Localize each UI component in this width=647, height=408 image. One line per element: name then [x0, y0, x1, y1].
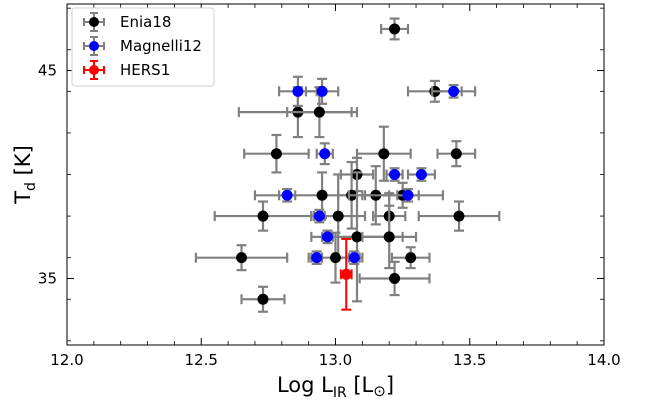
point-marker	[378, 148, 390, 160]
point-marker	[389, 272, 401, 284]
x-tick-label: 12.5	[185, 351, 218, 369]
point-marker	[313, 106, 325, 118]
data-point	[417, 200, 501, 232]
y-tick-label: 35	[38, 269, 57, 287]
axis-ticks: 12.0 12.5 13.0 13.5 14.0 35 45	[38, 4, 621, 369]
data-point	[385, 167, 404, 182]
data-point	[358, 260, 431, 297]
data-point	[278, 187, 297, 203]
data-point	[390, 246, 431, 270]
point-marker	[332, 210, 344, 222]
point-marker	[330, 252, 341, 264]
point-marker	[257, 293, 269, 305]
point-marker	[453, 210, 465, 222]
legend-item-magnelli12: Magnelli12	[83, 36, 202, 56]
point-marker	[313, 210, 325, 222]
point-marker	[316, 85, 328, 97]
point-marker	[450, 148, 462, 160]
legend-item-enia18: Enia18	[83, 12, 171, 32]
data-point	[380, 17, 410, 41]
data-point	[304, 77, 340, 105]
point-marker	[415, 169, 427, 180]
point-marker	[389, 169, 401, 180]
point-marker	[319, 148, 331, 160]
series-magnelli12	[278, 75, 477, 266]
data-point	[310, 250, 324, 266]
legend-frame	[71, 7, 215, 87]
data-series	[194, 17, 501, 313]
point-marker	[292, 85, 304, 97]
legend-marker	[89, 65, 99, 75]
x-tick-label: 13.5	[453, 351, 486, 369]
data-point	[320, 229, 334, 245]
y-tick-label: 45	[38, 62, 57, 80]
point-marker	[351, 231, 363, 243]
data-point	[312, 208, 326, 224]
point-marker	[236, 252, 248, 264]
point-marker	[257, 210, 269, 222]
data-point	[310, 173, 367, 259]
data-point	[431, 83, 477, 99]
point-marker	[389, 23, 401, 35]
point-marker	[402, 189, 414, 201]
point-marker	[270, 148, 282, 160]
data-point	[339, 237, 353, 311]
data-point	[347, 250, 361, 266]
point-marker	[316, 189, 328, 201]
legend-marker	[89, 41, 99, 51]
x-tick-label: 14.0	[587, 351, 620, 369]
legend: Enia18 Magnelli12 HERS1	[71, 7, 215, 87]
data-point	[243, 133, 310, 174]
series-enia18	[194, 17, 501, 313]
legend-label: Magnelli12	[120, 37, 202, 55]
data-point	[240, 285, 286, 313]
legend-label: Enia18	[120, 13, 171, 31]
point-marker	[405, 252, 417, 264]
x-axis-label: Log LIR [L⊙]	[277, 373, 394, 401]
point-marker	[348, 252, 360, 264]
data-point	[436, 140, 477, 168]
data-point	[396, 187, 420, 203]
legend-item-hers1: HERS1	[83, 60, 170, 80]
data-point	[213, 200, 313, 232]
point-marker	[281, 189, 293, 201]
point-marker	[383, 231, 395, 243]
point-marker	[448, 85, 460, 97]
point-marker	[321, 231, 333, 243]
legend-marker	[89, 17, 99, 27]
y-axis-label: Td [K]	[11, 145, 39, 205]
x-tick-label: 12.0	[50, 351, 83, 369]
data-point	[361, 204, 418, 270]
point-marker	[340, 268, 352, 280]
data-point	[194, 244, 289, 272]
series-hers1	[339, 237, 353, 311]
legend-label: HERS1	[120, 61, 170, 79]
point-marker	[311, 252, 323, 264]
x-tick-label: 13.0	[319, 351, 352, 369]
data-point	[315, 142, 334, 166]
data-point	[406, 167, 436, 182]
